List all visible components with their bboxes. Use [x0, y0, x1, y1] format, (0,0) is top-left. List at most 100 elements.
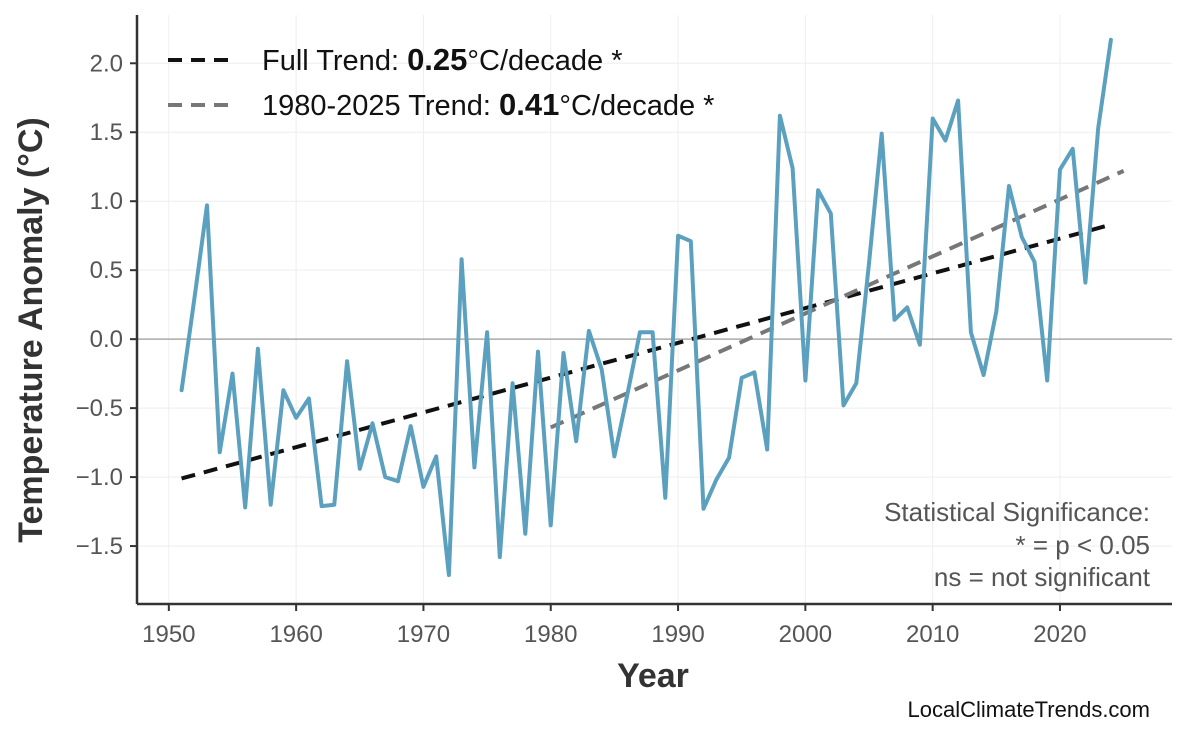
data-point — [205, 203, 209, 207]
x-tick-label: 2000 — [779, 621, 832, 648]
y-tick-label: −1.0 — [76, 464, 123, 491]
data-point — [612, 454, 616, 459]
data-point — [358, 467, 362, 471]
legend: Full Trend: 0.25°C/decade * 1980-2025 Tr… — [168, 42, 714, 122]
data-point — [1032, 260, 1037, 264]
data-point — [969, 330, 973, 334]
data-point — [765, 447, 769, 452]
data-point — [663, 496, 667, 500]
y-axis-ticks: 2.0 1.5 1.0 0.5 0.0 −0.5 −1.0 −1.5 — [76, 50, 137, 560]
x-tick-label: 2020 — [1033, 621, 1086, 648]
data-point — [778, 114, 782, 118]
data-point — [650, 330, 655, 334]
x-axis-ticks: 1950 1960 1970 1980 1990 2000 2010 2020 — [142, 604, 1087, 648]
legend-label-full-trend: Full Trend: 0.25°C/decade * — [262, 42, 623, 77]
data-point — [676, 234, 680, 238]
data-point — [752, 370, 757, 374]
x-tick-label: 2010 — [906, 621, 959, 648]
data-point — [600, 367, 604, 372]
data-point — [307, 396, 311, 401]
x-tick-label: 1960 — [269, 621, 322, 648]
data-point — [396, 479, 400, 483]
data-point — [319, 504, 324, 508]
y-tick-label: 2.0 — [90, 50, 123, 77]
legend-label-recent-trend: 1980-2025 Trend: 0.41°C/decade * — [262, 87, 714, 122]
recent-trend-line — [549, 169, 1125, 430]
data-point — [434, 454, 438, 459]
data-point — [536, 349, 540, 354]
data-point — [587, 329, 591, 333]
data-point — [740, 376, 744, 380]
data-point — [370, 421, 375, 425]
data-point — [549, 523, 553, 527]
significance-note: Statistical Significance: * = p < 0.05 n… — [884, 497, 1151, 592]
data-point — [409, 424, 413, 428]
data-point — [714, 478, 718, 482]
data-point — [994, 309, 998, 314]
data-point — [1096, 126, 1100, 130]
axes — [135, 15, 1172, 606]
x-tick-label: 1950 — [142, 621, 195, 648]
credit-text: LocalClimateTrends.com — [908, 697, 1151, 722]
data-point — [854, 381, 858, 385]
data-point — [701, 507, 706, 511]
data-point — [880, 132, 884, 136]
data-series — [179, 37, 1113, 577]
data-point — [332, 503, 336, 507]
data-point — [689, 239, 693, 243]
data-point — [918, 343, 922, 347]
significance-heading: Statistical Significance: — [884, 497, 1150, 527]
data-point — [498, 555, 502, 559]
data-point — [294, 416, 298, 420]
data-point — [1083, 281, 1088, 285]
data-point — [561, 351, 566, 355]
data-point — [1109, 38, 1113, 42]
data-point — [192, 297, 196, 301]
data-point — [791, 166, 795, 170]
data-point — [943, 138, 947, 143]
data-point — [243, 505, 247, 510]
data-point — [447, 573, 451, 577]
x-tick-label: 1970 — [397, 621, 450, 648]
data-point — [485, 330, 489, 334]
x-tick-label: 1980 — [524, 621, 577, 648]
x-tick-label: 1990 — [651, 621, 704, 648]
data-point — [383, 475, 387, 479]
y-tick-label: −1.5 — [76, 533, 123, 560]
data-point — [1045, 378, 1049, 383]
data-point — [816, 188, 820, 192]
data-point — [269, 503, 273, 507]
data-point — [574, 439, 578, 443]
grid-lines — [137, 15, 1172, 604]
data-point — [510, 381, 515, 385]
y-tick-label: 1.0 — [90, 188, 123, 215]
significance-p-value: * = p < 0.05 — [1016, 530, 1150, 560]
data-point — [1020, 235, 1024, 239]
data-point — [931, 116, 935, 121]
data-point — [281, 388, 286, 392]
data-point — [256, 347, 260, 351]
data-point — [803, 378, 807, 383]
data-point — [905, 305, 909, 310]
data-point — [727, 456, 731, 460]
data-point — [1058, 167, 1062, 172]
data-point — [625, 394, 629, 398]
trend-lines — [181, 169, 1125, 481]
y-tick-label: 1.5 — [90, 119, 123, 146]
y-tick-label: 0.5 — [90, 257, 123, 284]
data-point — [179, 388, 184, 392]
anomaly-series-line — [179, 37, 1113, 577]
data-point — [1071, 147, 1075, 151]
data-point — [841, 403, 846, 407]
data-point — [345, 359, 349, 363]
data-point — [230, 372, 235, 376]
data-point — [981, 373, 986, 377]
data-point — [421, 485, 426, 489]
data-point — [218, 450, 222, 454]
significance-ns: ns = not significant — [934, 562, 1151, 592]
y-tick-label: −0.5 — [76, 395, 123, 422]
data-point — [892, 318, 897, 322]
data-point — [829, 212, 833, 216]
data-point — [472, 465, 476, 470]
